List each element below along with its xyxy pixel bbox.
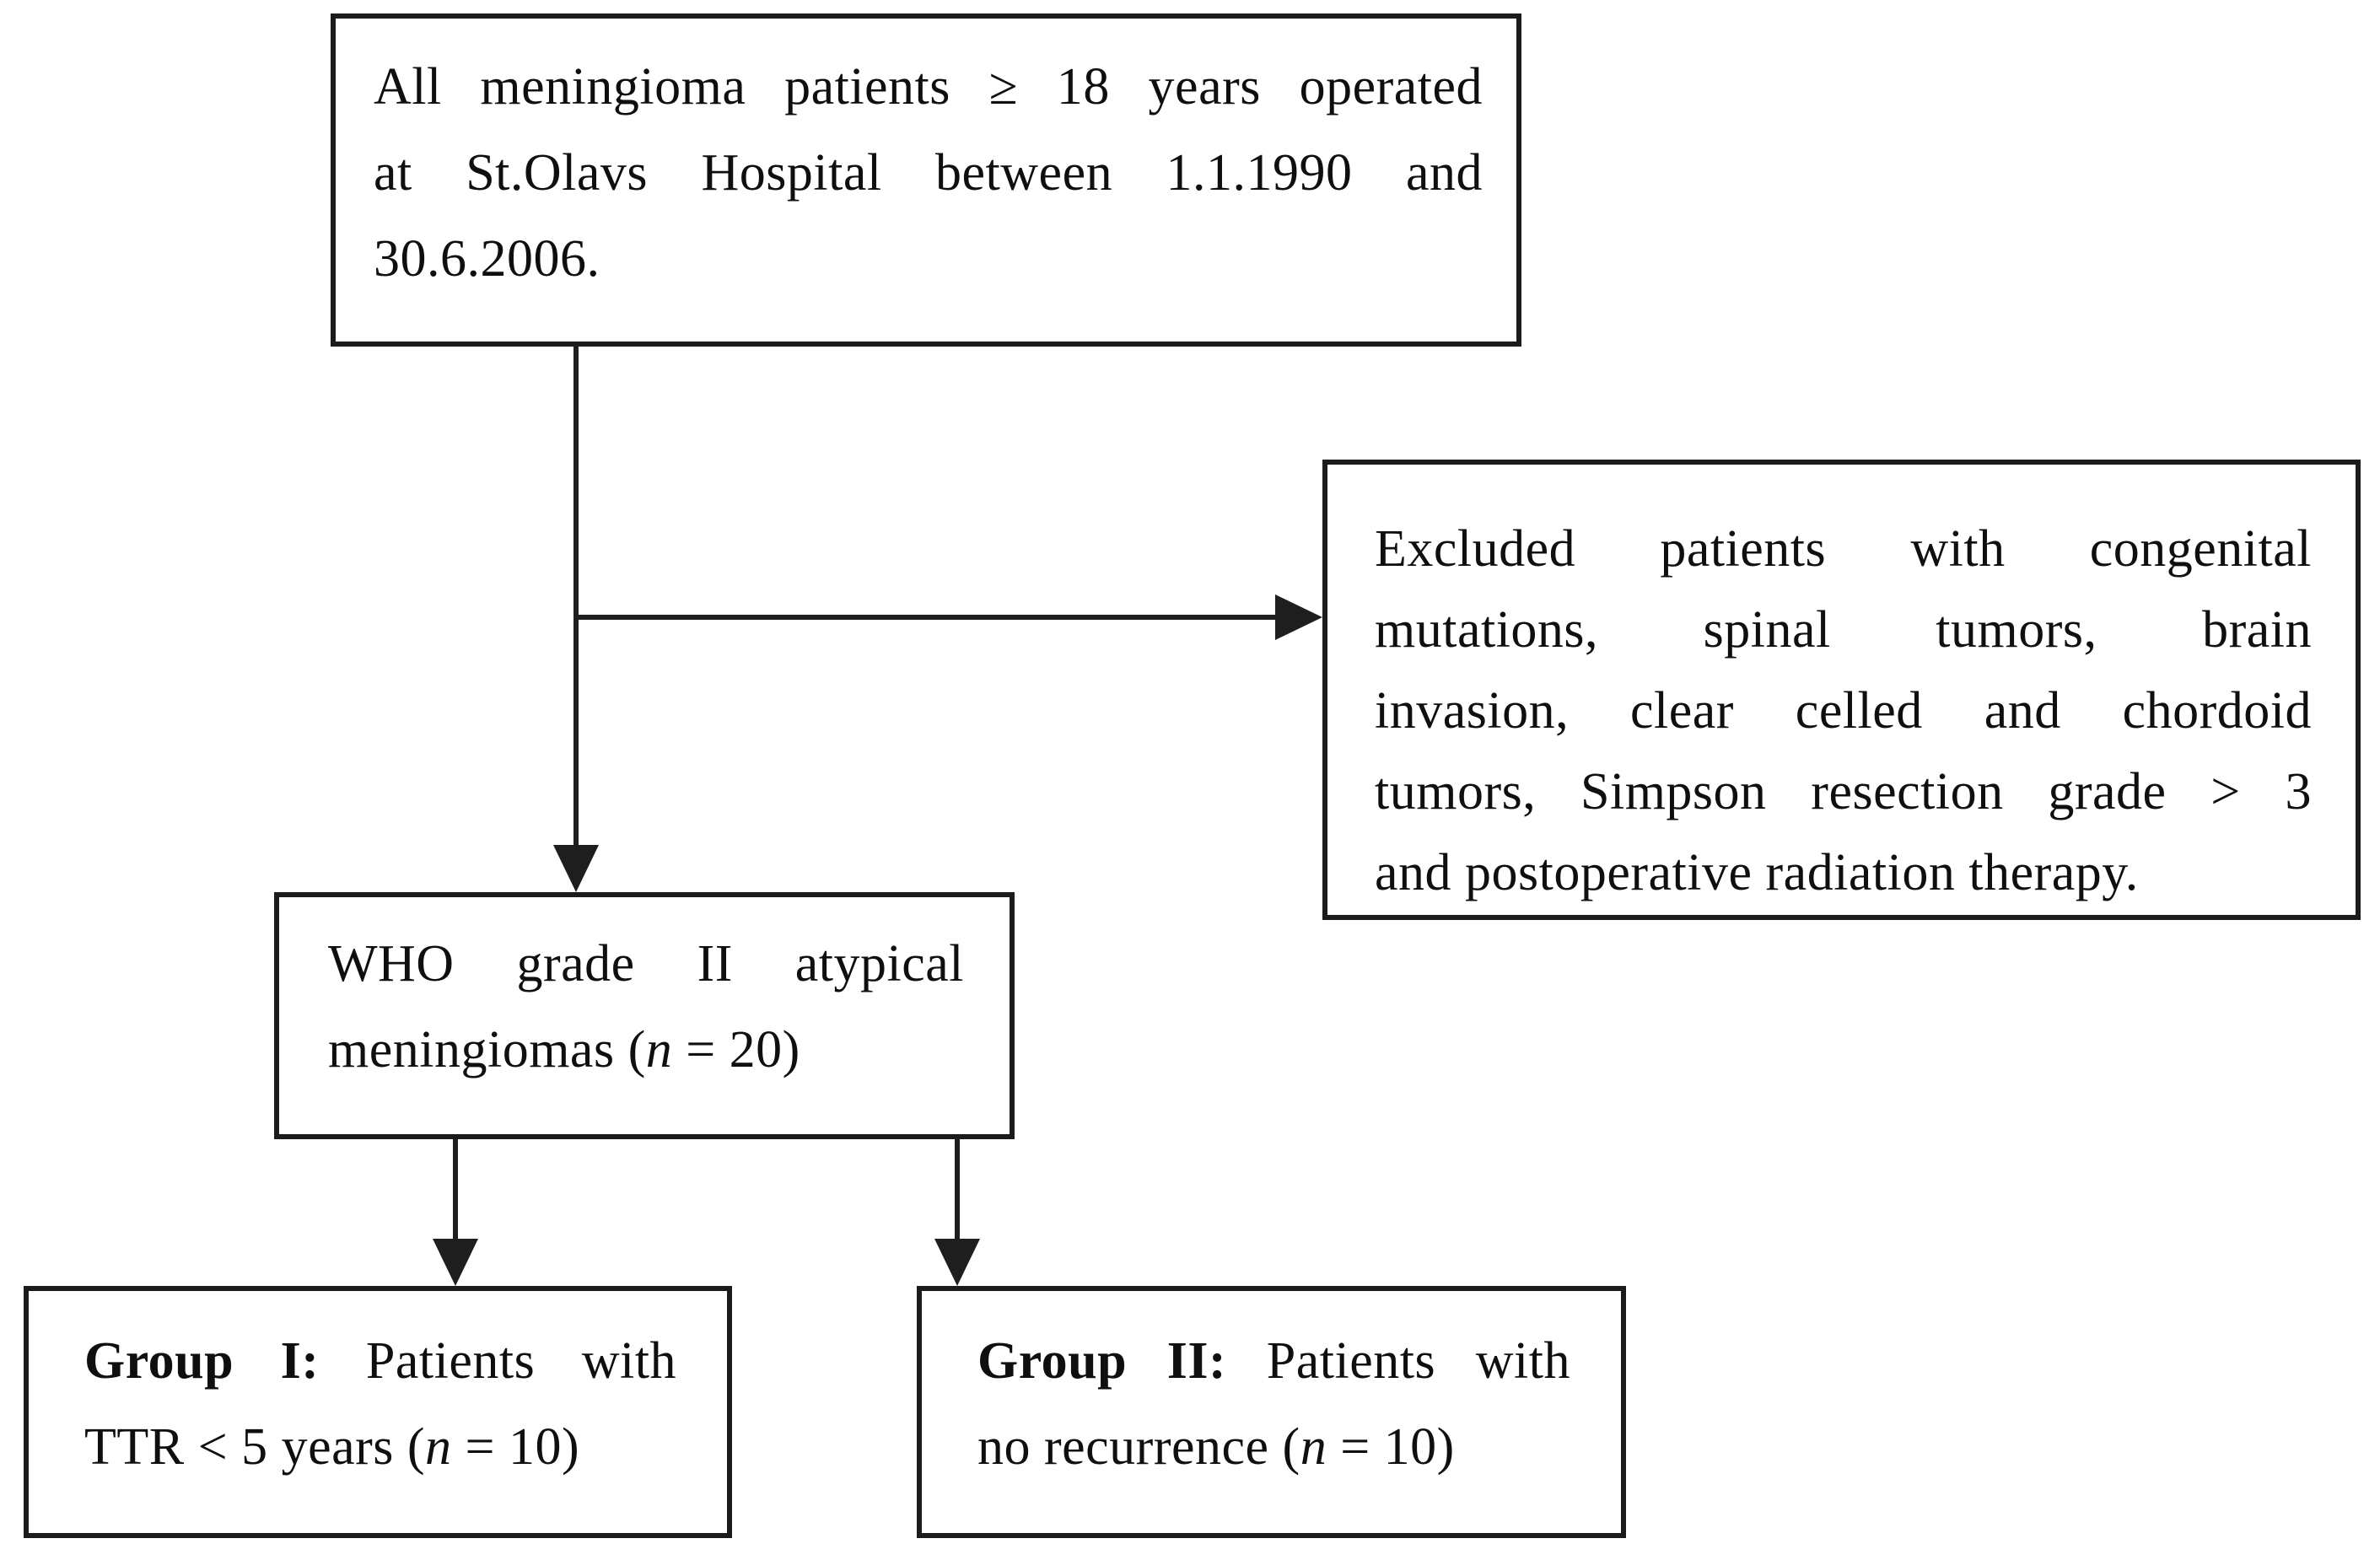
source-line-1: All meningioma patients ≥ 18 years opera… xyxy=(374,58,1483,116)
excluded-line-2: mutations, spinal tumors, brain xyxy=(1375,601,2312,659)
group-1-line-1: Group I: Patients with xyxy=(84,1318,676,1404)
group-2-n-variable: n xyxy=(1300,1418,1327,1476)
connector-who-to-group1-line xyxy=(453,1138,458,1239)
source-population-box: All meningioma patients ≥ 18 years opera… xyxy=(331,13,1521,347)
group-1-label: Group I: xyxy=(84,1332,320,1390)
who-line-2: meningiomas (n = 20) xyxy=(328,1007,964,1093)
group-1-count: = 10) xyxy=(451,1418,580,1476)
group-2-criteria: no recurrence ( xyxy=(977,1418,1300,1476)
group-2-count: = 10) xyxy=(1327,1418,1455,1476)
connector-branch-to-excluded-line xyxy=(576,615,1277,620)
group-2-line-2: no recurrence (n = 10) xyxy=(977,1404,1570,1490)
excluded-patients-box: Excluded patients with congenital mutati… xyxy=(1322,460,2361,920)
connector-who-to-group2-line xyxy=(955,1138,960,1239)
excluded-line-5: and postoperative radiation therapy. xyxy=(1375,844,2139,901)
group-1-box: Group I: Patients with TTR < 5 years (n … xyxy=(24,1286,732,1538)
who-line-2-count: = 20) xyxy=(672,1021,800,1079)
group-1-rest: Patients with xyxy=(365,1332,676,1390)
source-line-3: 30.6.2006. xyxy=(374,230,600,288)
group-2-label: Group II: xyxy=(977,1332,1227,1390)
who-grade-ii-box: WHO grade II atypical meningiomas (n = 2… xyxy=(274,892,1015,1139)
excluded-line-4: tumors, Simpson resection grade > 3 xyxy=(1375,763,2312,820)
who-line-1: WHO grade II atypical xyxy=(328,935,964,992)
who-line-2-text: meningiomas ( xyxy=(328,1021,646,1079)
arrowhead-down-to-group2-icon xyxy=(934,1239,980,1286)
group-2-rest: Patients with xyxy=(1266,1332,1570,1390)
excluded-line-1: Excluded patients with congenital xyxy=(1375,520,2312,578)
group-1-n-variable: n xyxy=(425,1418,452,1476)
connector-source-to-who-line xyxy=(573,346,579,847)
arrowhead-down-to-group1-icon xyxy=(433,1239,478,1286)
group-2-line-1: Group II: Patients with xyxy=(977,1318,1570,1404)
arrowhead-down-to-who-icon xyxy=(553,845,599,892)
group-1-line-2: TTR < 5 years (n = 10) xyxy=(84,1404,676,1490)
group-2-box: Group II: Patients with no recurrence (n… xyxy=(917,1286,1626,1538)
group-1-criteria: TTR < 5 years ( xyxy=(84,1418,426,1476)
who-n-variable: n xyxy=(645,1021,673,1079)
source-line-2: at St.Olavs Hospital between 1.1.1990 an… xyxy=(374,144,1483,202)
excluded-line-3: invasion, clear celled and chordoid xyxy=(1375,682,2312,740)
arrowhead-right-to-excluded-icon xyxy=(1275,594,1322,640)
